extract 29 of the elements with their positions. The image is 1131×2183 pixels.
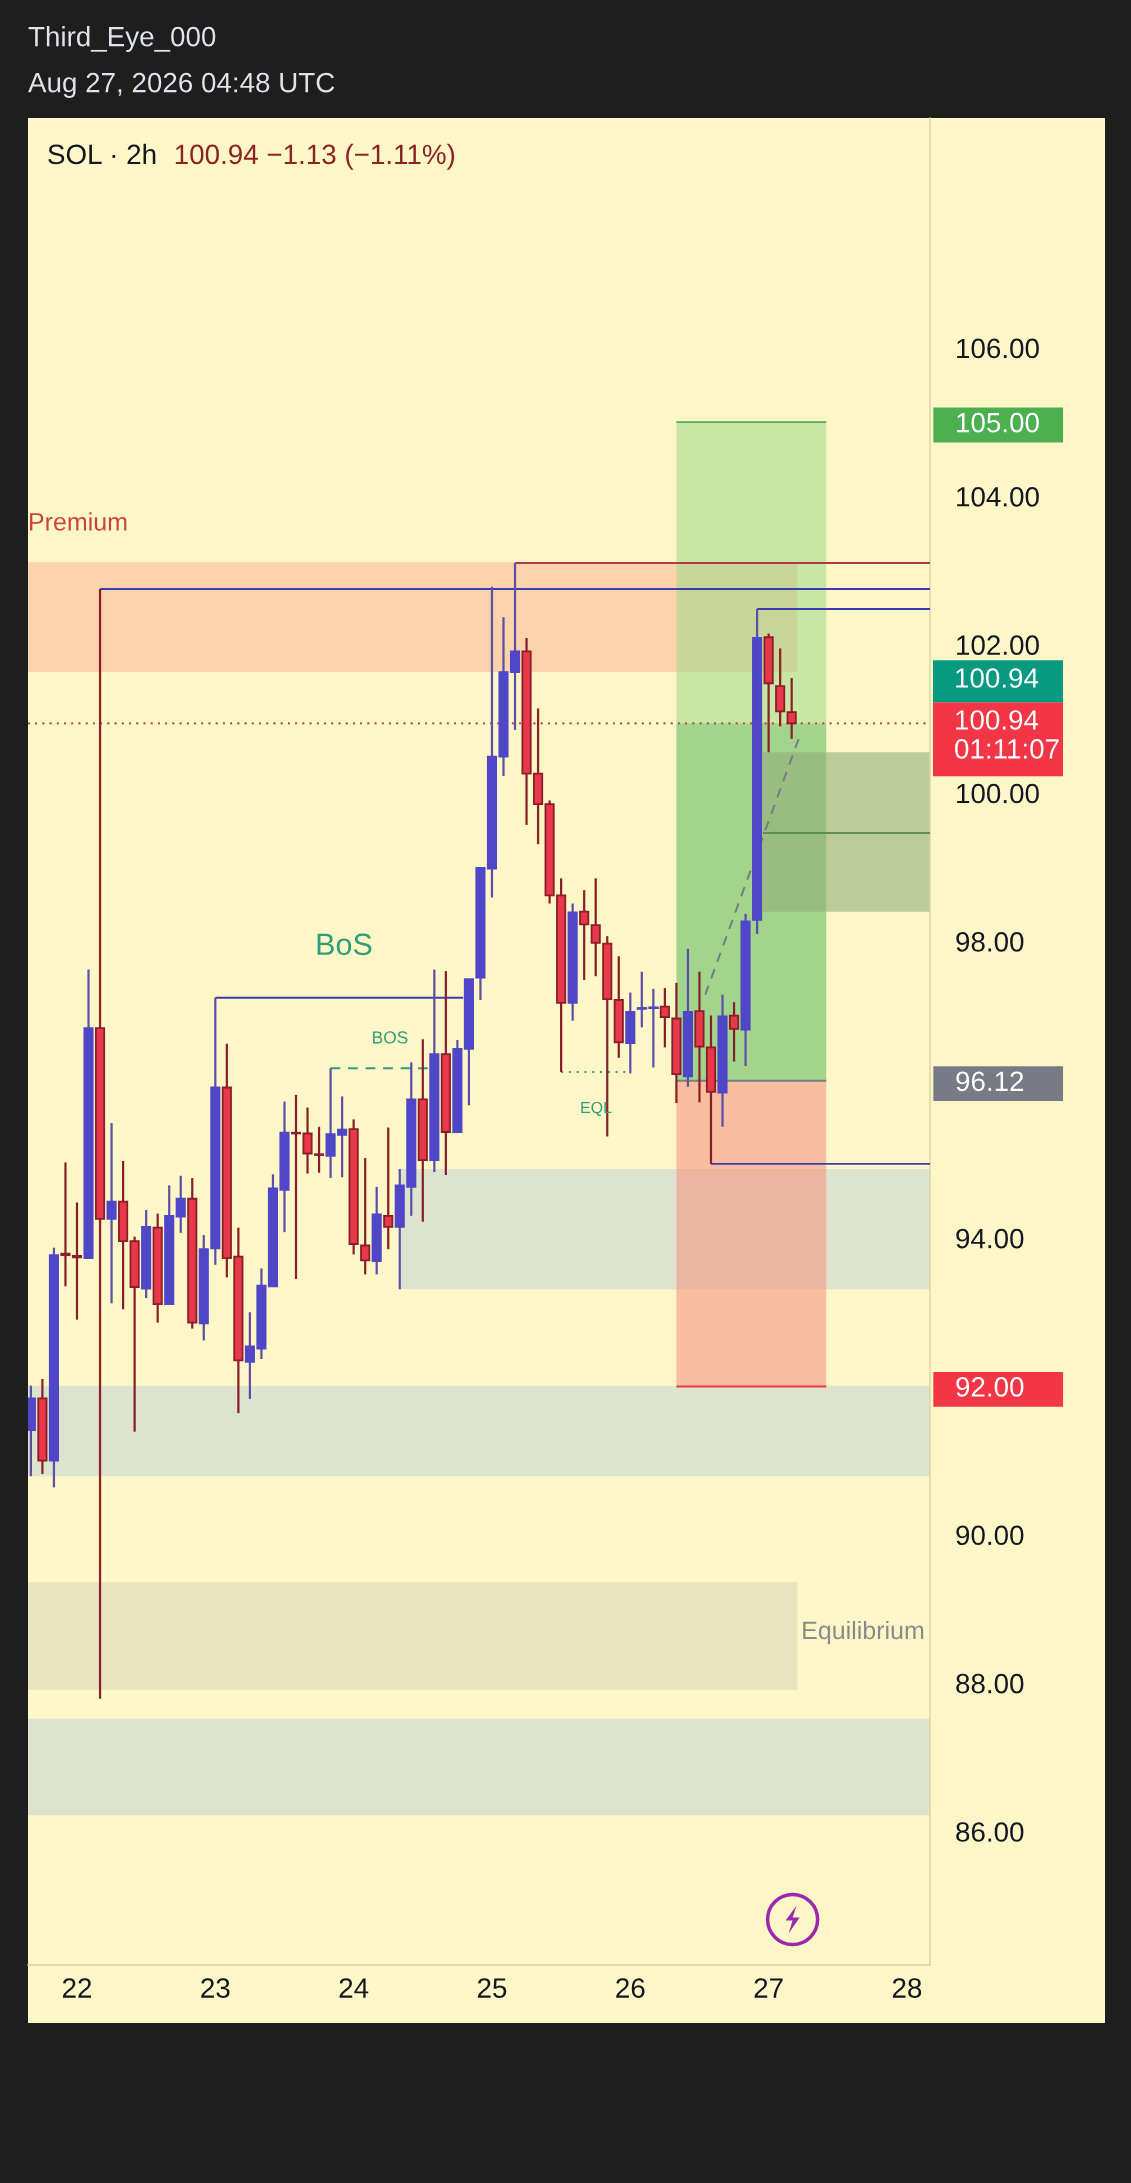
y-tick-label: 92.00 [956,1377,1024,1397]
y-tick-label: 106.00 [957,338,1039,359]
y-tick-label: 104.00 [957,486,1039,507]
x-tick-label: 28 [892,1978,922,1998]
y-tick-label: 96.12 [956,1071,1024,1092]
x-tick-label: 24 [339,1978,369,1998]
y-tick-label: 98.00 [956,932,1024,952]
y-tick-label: 90.00 [956,1525,1024,1546]
y-tick-label: 88.00 [956,1673,1024,1694]
x-tick-label: 23 [201,1978,230,1998]
x-tick-label: 25 [477,1978,507,1998]
y-tick-label: 100.00 [957,783,1039,804]
y-tick-label: 105.00 [957,412,1039,433]
ref-line-label: 100.94 [956,668,1039,688]
x-tick-label: 22 [62,1978,92,1998]
text: SOL · 2h [48,143,156,165]
x-tick-label: 27 [754,1978,783,1998]
annotation: Equilibrium [803,1620,924,1645]
y-tick-label: 102.00 [957,635,1039,655]
y-tick-label: 86.00 [956,1822,1024,1842]
annotation: BOS [373,1031,408,1044]
text: 100.94 −1.13 (−1.11%) [175,143,455,170]
annotation: BoS [317,933,372,956]
y-tick-label: 94.00 [956,1228,1024,1249]
text: Third_Eye_000 [28,26,216,52]
ref-line-label: 100.94 01:11:07 [955,710,1059,759]
text: Aug 27, 2026 04:48 UTC [28,72,335,98]
x-tick-label: 26 [616,1978,645,1998]
annotation: Premium [30,512,127,531]
